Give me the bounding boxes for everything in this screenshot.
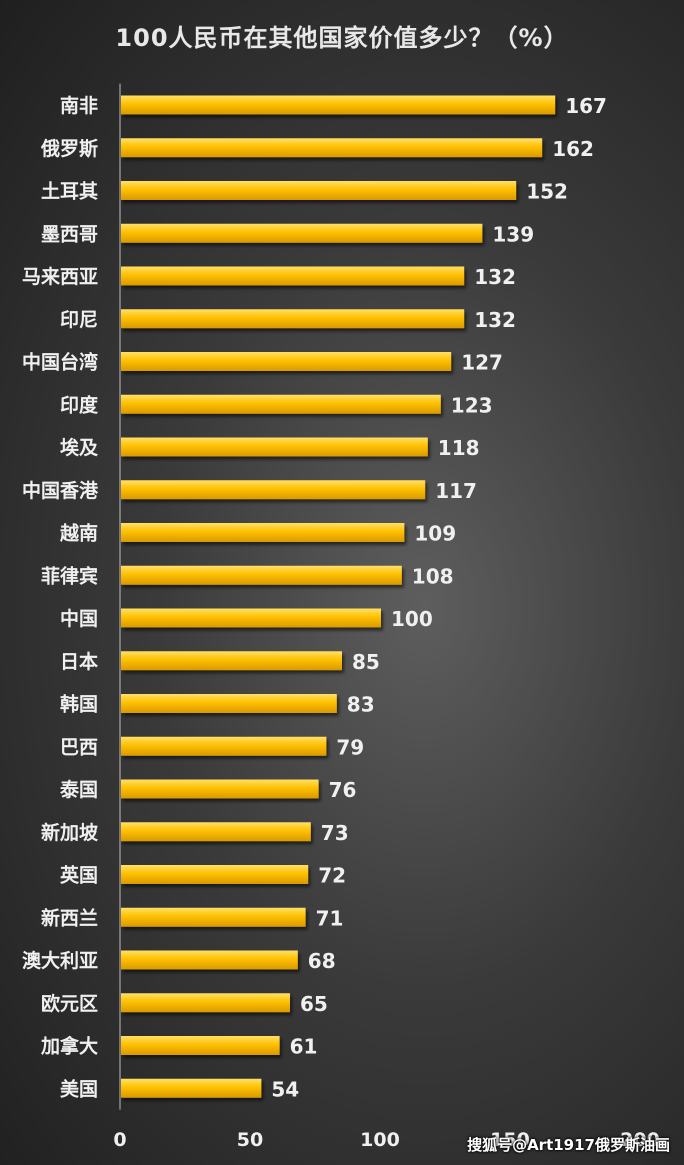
category-label: 韩国	[60, 693, 98, 716]
value-label: 123	[451, 393, 493, 417]
bar	[121, 437, 428, 457]
category-label: 印度	[60, 393, 99, 416]
category-label: 土耳其	[41, 181, 98, 203]
bar	[121, 1078, 262, 1098]
bar	[121, 352, 452, 371]
value-label: 109	[414, 522, 456, 546]
value-label: 68	[308, 949, 336, 973]
category-label: 美国	[60, 1077, 98, 1100]
category-label: 泰国	[59, 778, 98, 801]
bar	[121, 309, 465, 329]
value-label: 167	[565, 94, 607, 118]
value-label: 132	[474, 308, 516, 332]
category-label: 日本	[60, 650, 98, 673]
category-label: 澳大利亚	[22, 949, 98, 972]
value-label: 73	[321, 821, 349, 845]
value-label: 139	[492, 222, 534, 246]
value-label: 72	[318, 864, 346, 888]
category-label: 俄罗斯	[40, 137, 98, 160]
bar	[121, 266, 465, 286]
value-label: 162	[552, 137, 594, 161]
value-label: 118	[438, 436, 480, 460]
category-label: 马来西亚	[22, 266, 98, 288]
value-label: 132	[474, 265, 516, 289]
x-tick-label: 100	[360, 1129, 400, 1151]
value-label: 100	[391, 607, 433, 631]
value-label: 65	[300, 992, 328, 1016]
bar	[121, 394, 441, 414]
category-label: 英国	[60, 864, 98, 887]
bar	[121, 993, 290, 1013]
bar	[121, 651, 342, 671]
watermark-text: 搜狐号@Art1917俄罗斯油画	[467, 1136, 670, 1154]
x-tick-label: 150	[490, 1129, 530, 1151]
value-label: 79	[336, 735, 364, 759]
chart-title: 100人民币在其他国家价值多少？（%）	[115, 24, 569, 52]
bar	[121, 138, 543, 158]
x-tick-label: 0	[113, 1129, 126, 1151]
bar	[121, 523, 405, 542]
value-label: 83	[347, 693, 375, 717]
bar	[121, 865, 309, 884]
bar	[121, 480, 426, 500]
value-label: 117	[435, 479, 477, 503]
value-label: 71	[316, 906, 344, 930]
value-label: 108	[412, 564, 454, 588]
bar	[121, 694, 337, 713]
category-label: 巴西	[60, 736, 98, 758]
bar	[121, 223, 483, 243]
category-label: 加拿大	[40, 1035, 98, 1058]
value-label: 152	[526, 180, 568, 204]
value-label: 61	[290, 1035, 318, 1059]
bar	[121, 95, 556, 115]
category-label: 菲律宾	[41, 564, 98, 587]
category-label: 中国香港	[22, 479, 99, 502]
bar	[121, 822, 311, 842]
value-label: 54	[271, 1077, 299, 1101]
bar	[121, 736, 327, 756]
bar	[121, 1036, 280, 1055]
x-tick-label: 50	[237, 1129, 263, 1151]
category-label: 欧元区	[41, 992, 98, 1015]
category-label: 埃及	[60, 436, 99, 459]
category-label: 南非	[60, 95, 98, 117]
category-label: 墨西哥	[41, 223, 98, 245]
value-label: 76	[329, 778, 357, 802]
bar	[121, 950, 298, 970]
value-label: 127	[461, 351, 503, 375]
category-label: 越南	[59, 522, 98, 545]
category-label: 新西兰	[41, 906, 98, 929]
value-label: 85	[352, 650, 380, 674]
bar	[121, 608, 381, 628]
bar	[121, 565, 402, 585]
bar	[121, 181, 517, 200]
bar	[121, 907, 306, 927]
category-label: 新加坡	[41, 821, 99, 844]
category-label: 印尼	[60, 309, 98, 331]
category-label: 中国台湾	[22, 351, 98, 374]
category-label: 中国	[60, 607, 98, 630]
x-tick-label: 200	[620, 1129, 660, 1151]
bar	[121, 779, 319, 799]
